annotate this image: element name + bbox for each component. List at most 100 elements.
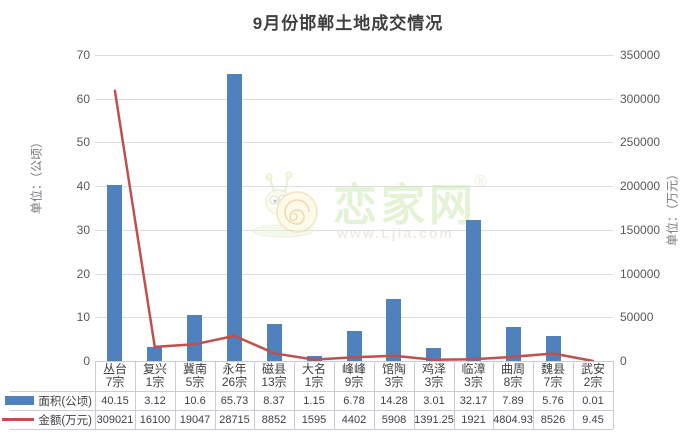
table-border bbox=[573, 361, 574, 429]
table-header-cell: 冀南 5宗 bbox=[175, 362, 215, 390]
category-name: 临漳 bbox=[461, 362, 486, 376]
table-amount-value: 19047 bbox=[179, 414, 211, 426]
table-border bbox=[95, 361, 96, 429]
category-name: 鸡泽 bbox=[421, 362, 446, 376]
table-header-cell: 磁县 13宗 bbox=[254, 362, 294, 390]
table-area-value: 1.15 bbox=[303, 395, 325, 407]
category-count: 3宗 bbox=[464, 375, 483, 389]
table-amount-value: 16100 bbox=[139, 414, 171, 426]
table-header-cell: 永年 26宗 bbox=[215, 362, 254, 390]
category-count: 8宗 bbox=[503, 375, 523, 389]
table-header-cell: 鸡泽 3宗 bbox=[414, 362, 454, 390]
table-area-value: 10.6 bbox=[184, 395, 206, 407]
table-border bbox=[215, 361, 216, 429]
table-header-cell: 曲周 8宗 bbox=[493, 362, 533, 390]
category-name: 峰峰 bbox=[341, 362, 366, 376]
table-area-value: 7.89 bbox=[502, 395, 524, 407]
table-border bbox=[613, 361, 614, 429]
table-border bbox=[533, 361, 534, 429]
watermark-url-text: www.Ljia.com bbox=[336, 225, 454, 241]
table-border bbox=[254, 361, 255, 429]
category-name: 曲周 bbox=[500, 362, 525, 376]
table-area-value: 32.17 bbox=[459, 395, 488, 407]
area-bar bbox=[426, 347, 441, 361]
table-border bbox=[10, 429, 613, 430]
table-amount-value: 4804.93 bbox=[493, 414, 533, 426]
y-axis-tick-left: 70 bbox=[76, 48, 90, 62]
area-bar bbox=[187, 314, 202, 361]
category-count: 1宗 bbox=[145, 375, 165, 389]
table-amount-value: 1921 bbox=[461, 414, 486, 426]
y-axis-tick-left: 0 bbox=[83, 354, 90, 368]
category-name: 魏县 bbox=[540, 362, 565, 376]
chart-title: 9月份邯郸土地成交情况 bbox=[252, 14, 444, 33]
area-bar bbox=[267, 324, 282, 361]
table-border bbox=[95, 361, 613, 362]
area-bar bbox=[466, 220, 481, 361]
category-count: 7宗 bbox=[105, 375, 125, 389]
table-area-value: 3.12 bbox=[144, 395, 166, 407]
table-amount-value: 309021 bbox=[96, 414, 134, 426]
y-axis-tick-left: 10 bbox=[76, 310, 90, 324]
table-amount-value: 8852 bbox=[261, 414, 287, 426]
table-area-value: 65.73 bbox=[220, 395, 249, 407]
y-axis-tick-right: 350000 bbox=[620, 48, 661, 62]
category-count: 26宗 bbox=[221, 375, 248, 389]
y-axis-tick-left: 50 bbox=[76, 135, 90, 149]
y-axis-tick-left: 30 bbox=[76, 223, 90, 237]
y-axis-tick-left: 60 bbox=[76, 92, 90, 106]
watermark-snail-logo bbox=[252, 171, 318, 238]
table-border bbox=[10, 391, 613, 392]
y-axis-tick-right: 300000 bbox=[620, 92, 661, 106]
table-amount-value: 1595 bbox=[301, 414, 327, 426]
table-amount-value: 8526 bbox=[540, 414, 566, 426]
table-border bbox=[135, 361, 136, 429]
table-area-value: 8.37 bbox=[263, 395, 285, 407]
area-bar bbox=[107, 185, 122, 361]
y-axis-tick-right: 150000 bbox=[620, 223, 661, 237]
area-legend-label: 面积(公顷) bbox=[38, 395, 92, 408]
y-axis-tick-left: 20 bbox=[76, 267, 90, 281]
category-name: 馆陶 bbox=[381, 362, 406, 376]
table-border bbox=[493, 361, 494, 429]
table-area-value: 0.01 bbox=[582, 395, 604, 407]
table-border bbox=[175, 361, 176, 429]
amount-legend-swatch bbox=[2, 418, 35, 421]
legend-area-series: 面积(公顷) bbox=[5, 391, 95, 410]
legend-amount-series: 金额(万元) bbox=[2, 410, 95, 429]
category-count: 3宗 bbox=[384, 375, 404, 389]
category-name: 大名 bbox=[301, 362, 326, 376]
category-count: 7宗 bbox=[543, 375, 563, 389]
category-count: 5宗 bbox=[185, 375, 205, 389]
grid-line bbox=[95, 317, 613, 318]
category-name: 冀南 bbox=[182, 362, 207, 376]
table-area-value: 3.01 bbox=[423, 395, 445, 407]
amount-legend-label: 金额(万元) bbox=[38, 414, 92, 427]
area-bar bbox=[386, 298, 401, 361]
table-area-value: 5.76 bbox=[542, 395, 564, 407]
table-header-cell: 馆陶 3宗 bbox=[374, 362, 414, 390]
watermark: 恋家网 ® www.Ljia.com bbox=[252, 171, 487, 241]
y-axis-tick-left: 40 bbox=[76, 179, 90, 193]
table-border bbox=[334, 361, 335, 429]
table-header-cell: 临漳 3宗 bbox=[454, 362, 493, 390]
left-axis-title: 单位：（公顷） bbox=[29, 135, 44, 215]
area-bar bbox=[506, 326, 521, 361]
y-axis-tick-right: 100000 bbox=[620, 267, 661, 281]
category-name: 磁县 bbox=[261, 362, 286, 376]
table-amount-value: 5908 bbox=[381, 414, 407, 426]
table-amount-value: 1391.25 bbox=[414, 414, 454, 426]
table-area-value: 6.78 bbox=[343, 395, 365, 407]
category-count: 3宗 bbox=[424, 375, 444, 389]
table-border bbox=[294, 361, 295, 429]
category-name: 复兴 bbox=[142, 362, 167, 376]
table-header-cell: 丛台 7宗 bbox=[95, 362, 135, 390]
grid-line bbox=[95, 99, 613, 100]
y-axis-tick-right: 50000 bbox=[620, 310, 654, 324]
grid-line bbox=[95, 274, 613, 275]
table-border bbox=[374, 361, 375, 429]
table-area-value: 14.28 bbox=[380, 395, 408, 407]
table-amount-value: 9.45 bbox=[582, 414, 604, 426]
area-bar bbox=[227, 73, 242, 361]
